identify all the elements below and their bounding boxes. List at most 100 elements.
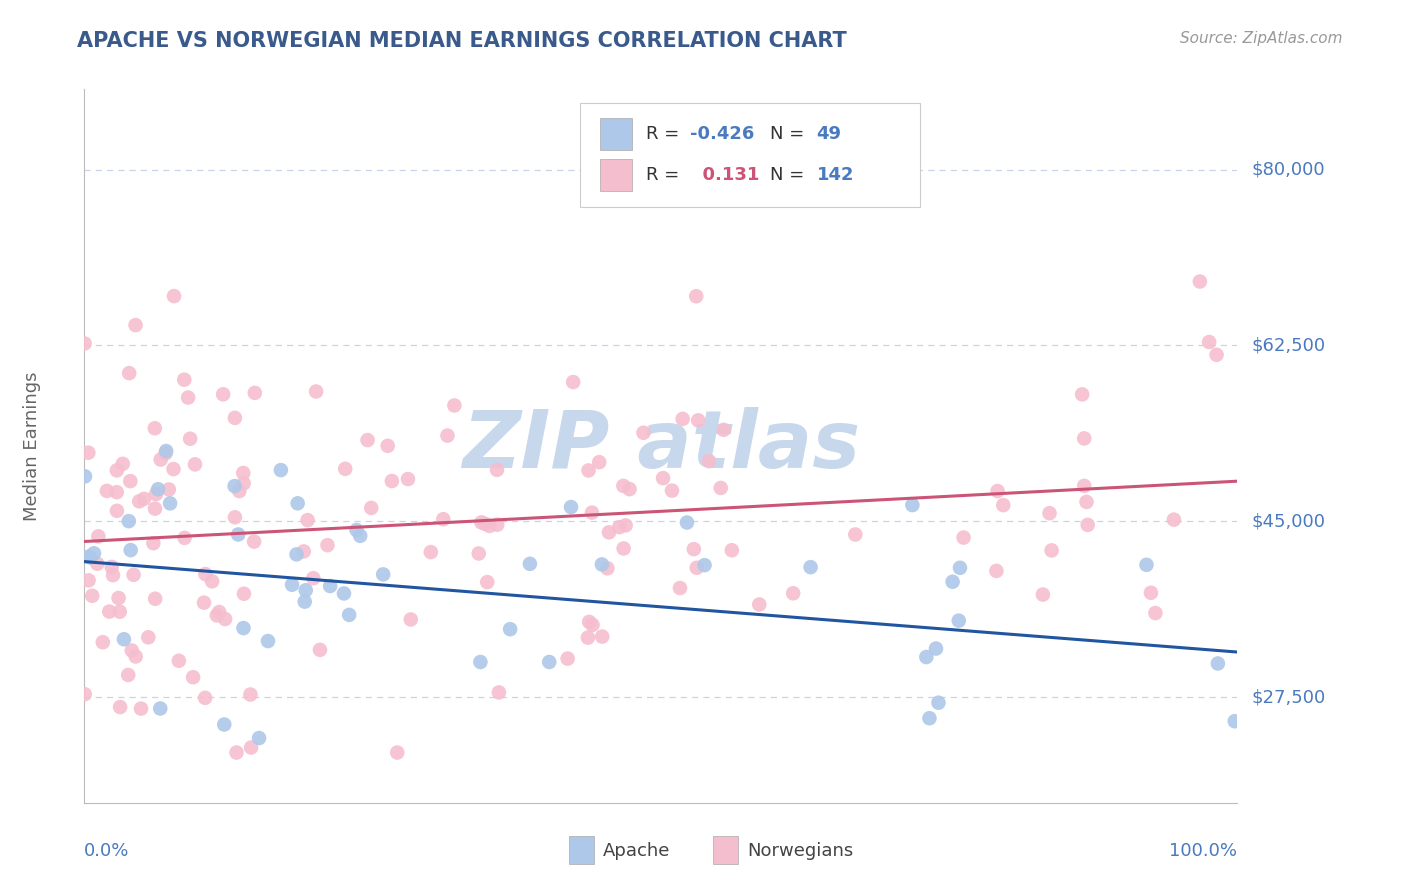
Point [915, 650, 938, 665]
Point [167, 654, 190, 668]
Text: $62,500: $62,500 [1251, 336, 1326, 354]
Point [578, 615, 600, 629]
Point [948, 614, 970, 628]
Point [1040, 543, 1063, 558]
Point [697, 454, 720, 468]
Point [86, 557, 108, 571]
Point [443, 399, 465, 413]
Point [73, 336, 96, 351]
Point [270, 463, 292, 477]
Point [142, 536, 165, 550]
Point [652, 471, 675, 485]
Point [676, 516, 699, 530]
Text: $80,000: $80,000 [1251, 161, 1324, 178]
Point [117, 668, 139, 682]
Point [194, 690, 217, 705]
Point [87, 529, 110, 543]
Text: Apache: Apache [603, 842, 671, 860]
Point [159, 496, 181, 510]
Point [607, 520, 630, 534]
Point [173, 531, 195, 545]
Point [122, 567, 145, 582]
Text: ZIP atlas: ZIP atlas [461, 407, 860, 485]
Point [346, 523, 368, 537]
Point [581, 506, 603, 520]
Point [214, 612, 236, 626]
Text: Norwegians: Norwegians [748, 842, 853, 860]
Point [686, 560, 709, 574]
Point [1073, 479, 1095, 493]
Text: 0.131: 0.131 [690, 166, 759, 184]
Point [77, 574, 100, 588]
Point [143, 421, 166, 435]
Point [157, 483, 180, 497]
Point [581, 618, 603, 632]
Point [224, 510, 246, 524]
Point [333, 586, 356, 600]
Point [1206, 657, 1229, 671]
Point [800, 560, 823, 574]
Point [377, 439, 399, 453]
Point [598, 525, 620, 540]
Point [1188, 275, 1211, 289]
Point [562, 375, 585, 389]
Point [121, 643, 143, 657]
Point [105, 463, 128, 477]
Point [591, 630, 613, 644]
Point [193, 596, 215, 610]
Point [149, 701, 172, 715]
Point [105, 504, 128, 518]
Point [232, 587, 254, 601]
Point [232, 466, 254, 480]
Point [177, 391, 200, 405]
Point [297, 513, 319, 527]
Point [149, 452, 172, 467]
Point [1135, 558, 1157, 572]
Point [146, 482, 169, 496]
Point [688, 413, 710, 427]
Point [225, 746, 247, 760]
Point [337, 607, 360, 622]
Point [436, 428, 458, 442]
Point [208, 605, 231, 619]
Point [239, 688, 262, 702]
Point [614, 518, 637, 533]
Text: $45,000: $45,000 [1251, 512, 1324, 531]
Point [316, 538, 339, 552]
Point [96, 483, 118, 498]
Point [212, 387, 235, 401]
Point [228, 484, 250, 499]
Point [232, 621, 254, 635]
Text: N =: N = [770, 125, 810, 143]
Point [205, 608, 228, 623]
Point [162, 462, 184, 476]
Point [125, 649, 148, 664]
Bar [600, 159, 633, 191]
Point [83, 546, 105, 560]
Point [287, 496, 309, 510]
Point [844, 527, 866, 541]
Point [399, 612, 422, 626]
Point [387, 746, 409, 760]
Point [467, 546, 489, 560]
Text: -0.426: -0.426 [690, 125, 754, 143]
Point [488, 685, 510, 699]
Point [305, 384, 328, 399]
Point [613, 541, 636, 556]
Point [319, 579, 342, 593]
Point [82, 589, 104, 603]
Point [124, 318, 146, 332]
Point [470, 655, 492, 669]
Point [560, 500, 582, 514]
Point [173, 373, 195, 387]
Point [713, 423, 735, 437]
Point [748, 598, 770, 612]
Point [194, 567, 217, 582]
Text: R =: R = [645, 125, 685, 143]
Point [485, 463, 508, 477]
Point [721, 543, 744, 558]
Point [682, 542, 704, 557]
Point [118, 366, 141, 380]
Point [576, 631, 599, 645]
Point [1076, 495, 1098, 509]
